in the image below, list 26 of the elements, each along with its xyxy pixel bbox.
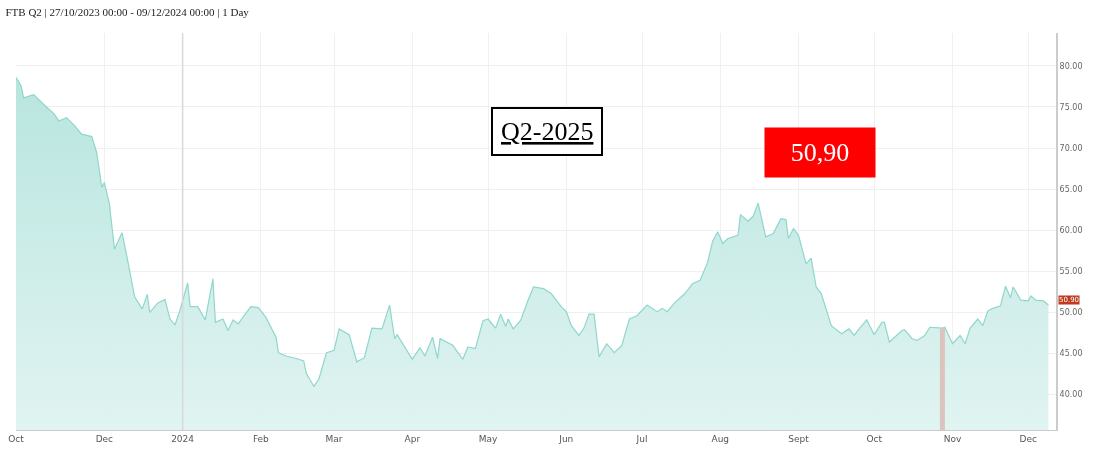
x-tick-label: Nov [943,433,962,444]
y-tick-label: 70.00 [1059,143,1083,153]
x-tick-label: May [478,433,499,444]
y-tick-label: 55.00 [1059,267,1083,277]
x-tick-label: Oct [866,433,883,444]
y-tick-label: 50.00 [1059,308,1083,318]
y-tick-label: 80.00 [1059,61,1083,71]
x-tick-label: Apr [404,433,421,444]
x-tick-label: Sept [788,433,810,444]
x-tick-label: Dec [95,433,114,444]
y-tick-label: 65.00 [1059,184,1083,194]
y-tick-label: 40.00 [1059,390,1083,400]
x-tick-label: Aug [711,433,730,444]
y-tick-label: 45.00 [1059,349,1083,359]
x-tick-label: Jul [635,433,648,444]
x-tick-label: Jun [558,433,574,444]
annotation: Q2-2025 [501,117,594,146]
x-tick-label: Mar [325,433,343,444]
annotation: 50,90 [790,138,850,167]
chart-title: FTB Q2 | 27/10/2023 00:00 - 09/12/2024 00:00 | 1 Day [5,5,250,18]
y-tick-label: 60.00 [1059,226,1083,236]
x-tick-label: Dec [1019,433,1037,444]
y-tick-label: 75.00 [1059,102,1083,112]
x-tick-label: Feb [252,433,270,444]
x-tick-label: Oct [8,433,25,444]
x-tick-label: 2024 [171,433,195,444]
